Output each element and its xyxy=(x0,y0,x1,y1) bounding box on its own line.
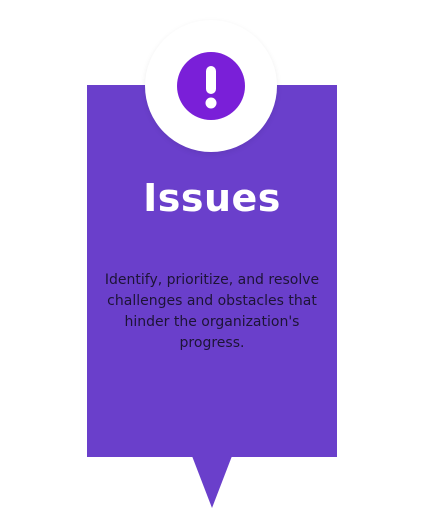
icon-badge xyxy=(145,20,277,152)
card-pointer xyxy=(192,456,232,508)
card-title: Issues xyxy=(143,176,281,220)
exclamation-icon xyxy=(177,52,245,120)
card-description: Identify, prioritize, and resolve challe… xyxy=(104,272,320,351)
